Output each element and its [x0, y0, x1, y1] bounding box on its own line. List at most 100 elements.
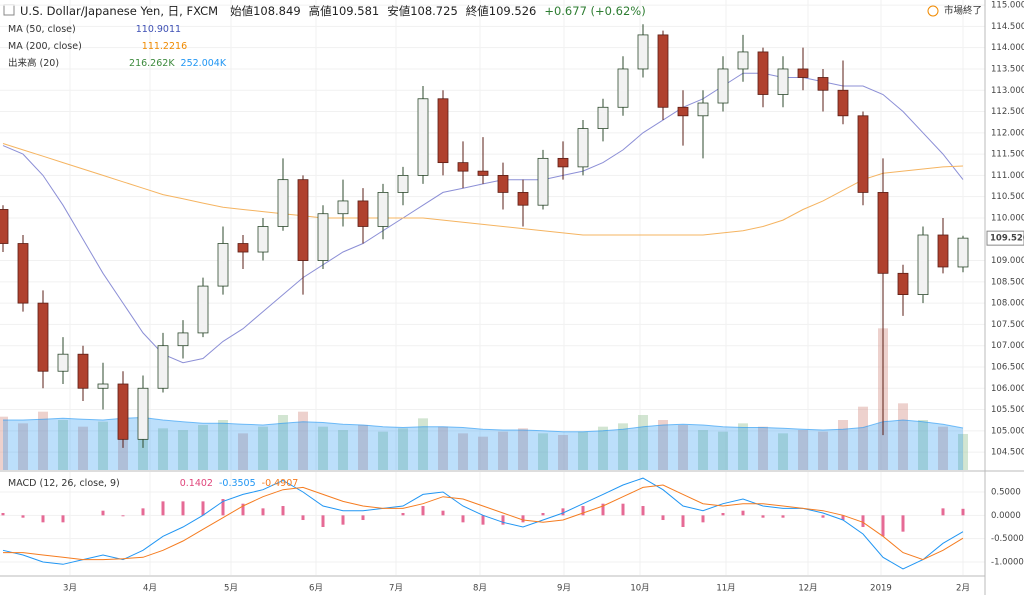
- candle-body: [597, 106, 609, 129]
- macd-histogram: [461, 515, 465, 523]
- macd-histogram: [181, 501, 185, 516]
- ohlc-value: 109.581: [332, 4, 380, 18]
- macd-histogram: [281, 506, 285, 516]
- macd-histogram: [341, 515, 345, 525]
- candle-body: [837, 89, 849, 117]
- legend-row: MACD (12, 26, close, 9) 0.1402 -0.3505 -0.4…: [8, 478, 298, 489]
- candle-body: [877, 192, 889, 274]
- macd-histogram: [141, 508, 145, 516]
- y-tick-label: 110.500: [991, 192, 1024, 202]
- candle-body: [137, 387, 149, 440]
- y-tick-label: 112.000: [991, 128, 1024, 138]
- y-tick-label: 113.500: [991, 64, 1024, 74]
- volume-bar: [958, 433, 968, 470]
- macd-histogram: [861, 515, 865, 527]
- volume-bar: [738, 423, 748, 470]
- y-tick-label: 106.500: [991, 362, 1024, 372]
- y-tick-label: 115.000: [991, 1, 1024, 11]
- macd-histogram: [501, 515, 505, 525]
- macd-histogram: [941, 508, 945, 516]
- candle-body: [457, 162, 469, 172]
- price-change: +0.677 (+0.62%): [544, 4, 645, 18]
- volume-bar: [718, 431, 728, 470]
- candle-body: [177, 332, 189, 347]
- macd-histogram: [881, 515, 885, 537]
- y-tick-label: 108.500: [991, 277, 1024, 287]
- x-tick-label: 6月: [309, 584, 323, 594]
- y-tick-label: 111.500: [991, 150, 1024, 160]
- x-tick-label: 9月: [557, 584, 571, 594]
- candle-body: [417, 98, 429, 176]
- legend-row: MA (200, close) 111.2216: [8, 41, 187, 52]
- volume-bar: [758, 426, 768, 470]
- macd-histogram: [901, 515, 905, 532]
- y-tick-label: 106.000: [991, 384, 1024, 394]
- macd-histogram: [641, 506, 645, 516]
- candle-body: [937, 234, 949, 268]
- candle-body: [377, 192, 389, 227]
- legend-value: 252.004K: [181, 58, 227, 69]
- candle-body: [117, 383, 129, 440]
- candle-body: [797, 68, 809, 78]
- candle-body: [477, 170, 489, 176]
- volume-bar: [338, 430, 348, 470]
- macd-histogram: [701, 515, 705, 523]
- volume-bar: [218, 420, 228, 470]
- volume-bar: [558, 435, 568, 470]
- moving-average: [2, 143, 964, 236]
- volume-bar: [498, 431, 508, 470]
- candle-body: [557, 157, 569, 168]
- signal-line: [3, 484, 964, 561]
- macd-histogram: [61, 515, 65, 523]
- candle-body: [777, 68, 789, 95]
- legend-value: -0.4907: [262, 478, 299, 489]
- volume-bar: [438, 426, 448, 470]
- macd-histogram: [821, 515, 825, 518]
- volume-bar: [38, 411, 48, 470]
- volume-bar: [58, 420, 68, 470]
- volume-bar: [698, 430, 708, 470]
- volume-bar: [278, 415, 288, 470]
- legend-value: 111.2216: [142, 41, 187, 52]
- y-tick-label: 105.500: [991, 405, 1024, 415]
- candle-body: [357, 200, 369, 227]
- macd-histogram: [841, 515, 845, 521]
- candle-body: [0, 209, 9, 244]
- macd-histogram: [621, 503, 625, 516]
- volume-bar: [258, 426, 268, 470]
- volume-bar: [318, 426, 328, 470]
- price-marker: [986, 230, 1024, 246]
- y-tick-label: 0.0000: [991, 511, 1021, 521]
- macd-histogram: [561, 508, 565, 516]
- legend-row: 出来高 (20) 216.262K 252.004K: [8, 57, 227, 69]
- volume-bar: [638, 415, 648, 470]
- y-tick-label: -1.0000: [991, 557, 1024, 567]
- candle-body: [697, 102, 709, 117]
- y-tick-label: 109.000: [991, 256, 1024, 266]
- macd-histogram: [101, 510, 105, 516]
- x-tick-label: 10月: [630, 584, 649, 594]
- macd-histogram: [301, 515, 305, 521]
- volume-bar: [818, 431, 828, 470]
- volume-bar: [398, 428, 408, 470]
- candle-body: [77, 353, 89, 389]
- candle-body: [57, 353, 69, 372]
- legend-name: MA (50, close): [8, 24, 76, 35]
- status-icon: [927, 5, 939, 17]
- candle-body: [497, 174, 509, 193]
- candle-body: [517, 192, 529, 206]
- candle-body: [197, 285, 209, 334]
- candle-body: [217, 243, 229, 287]
- candle-body: [717, 68, 729, 104]
- candle-body: [37, 302, 49, 372]
- volume-bar: [938, 426, 948, 470]
- ohlc-label: 高値: [309, 4, 332, 18]
- candle-body: [657, 34, 669, 108]
- macd-histogram: [401, 513, 405, 516]
- y-tick-label: 105.000: [991, 426, 1024, 436]
- volume-bar: [98, 421, 108, 470]
- x-tick-label: 12月: [798, 584, 817, 594]
- candle-body: [277, 179, 289, 227]
- volume-bar: [458, 433, 468, 470]
- ohlc-value: 108.725: [410, 4, 458, 18]
